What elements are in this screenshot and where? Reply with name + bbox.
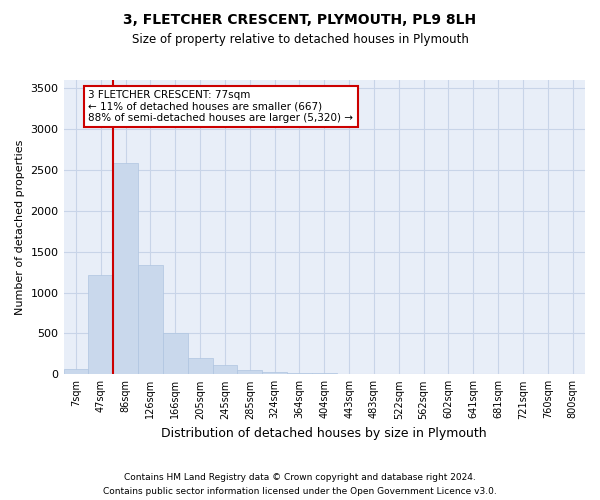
Text: 3, FLETCHER CRESCENT, PLYMOUTH, PL9 8LH: 3, FLETCHER CRESCENT, PLYMOUTH, PL9 8LH bbox=[124, 12, 476, 26]
Bar bbox=[287, 373, 312, 374]
Bar bbox=[64, 370, 88, 374]
Bar bbox=[238, 370, 262, 374]
Bar bbox=[113, 164, 138, 374]
Bar bbox=[163, 334, 188, 374]
Bar bbox=[262, 372, 287, 374]
Text: 3 FLETCHER CRESCENT: 77sqm
← 11% of detached houses are smaller (667)
88% of sem: 3 FLETCHER CRESCENT: 77sqm ← 11% of deta… bbox=[88, 90, 353, 123]
Text: Contains HM Land Registry data © Crown copyright and database right 2024.: Contains HM Land Registry data © Crown c… bbox=[124, 472, 476, 482]
Text: Contains public sector information licensed under the Open Government Licence v3: Contains public sector information licen… bbox=[103, 488, 497, 496]
Bar bbox=[138, 265, 163, 374]
Y-axis label: Number of detached properties: Number of detached properties bbox=[15, 140, 25, 315]
Text: Size of property relative to detached houses in Plymouth: Size of property relative to detached ho… bbox=[131, 32, 469, 46]
Bar bbox=[88, 274, 113, 374]
X-axis label: Distribution of detached houses by size in Plymouth: Distribution of detached houses by size … bbox=[161, 427, 487, 440]
Bar bbox=[188, 358, 212, 374]
Bar bbox=[212, 366, 238, 374]
